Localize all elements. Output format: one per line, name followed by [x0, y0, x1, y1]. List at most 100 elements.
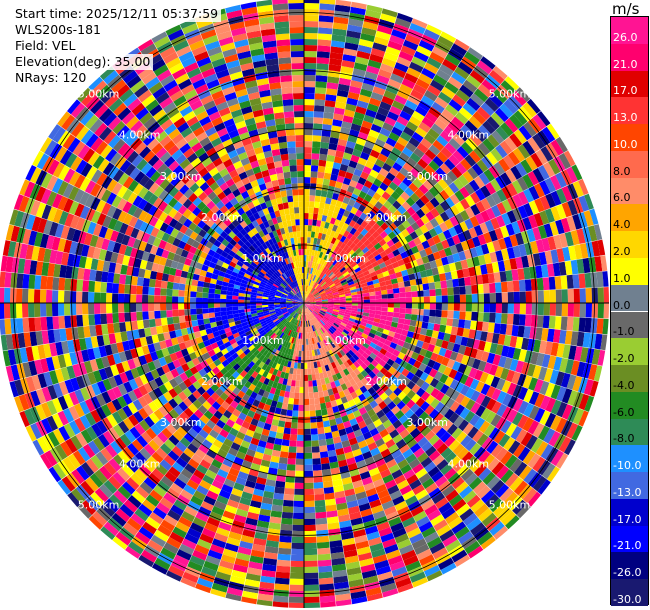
radar-gate [346, 239, 353, 247]
radar-gate [382, 270, 390, 277]
radar-gate [370, 183, 379, 193]
radar-gate [214, 311, 221, 318]
radar-gate [305, 273, 308, 280]
radar-gate [453, 371, 463, 382]
radar-gate [160, 310, 167, 319]
radar-gate [333, 307, 340, 311]
radar-gate [349, 227, 357, 235]
radar-gate [491, 204, 502, 218]
radar-gate [327, 299, 334, 302]
radar-gate [333, 206, 341, 214]
radar-gate [555, 219, 565, 235]
radar-gate [304, 297, 307, 303]
radar-gate [469, 179, 480, 192]
radar-gate [447, 303, 454, 311]
radar-gate [532, 365, 542, 379]
radar-gate [411, 393, 421, 404]
radar-gate [567, 406, 579, 423]
radar-gate [342, 54, 356, 63]
radar-gate [326, 278, 332, 285]
radar-gate [438, 113, 451, 126]
radar-gate [562, 246, 571, 262]
radar-gate [378, 277, 386, 283]
radar-gate [362, 342, 370, 349]
radar-gate [429, 408, 440, 420]
radar-gate [475, 381, 485, 393]
radar-gate [57, 303, 65, 316]
radar-gate [320, 292, 326, 296]
radar-gate [353, 201, 361, 210]
radar-gate [323, 285, 330, 290]
radar-gate [64, 315, 72, 329]
radar-gate [361, 318, 368, 324]
radar-gate [486, 241, 496, 253]
radar-gate [357, 296, 364, 301]
radar-gate [416, 340, 424, 348]
radar-gate [364, 366, 372, 375]
radar-gate [336, 315, 344, 320]
radar-gate [375, 187, 385, 197]
radar-gate [304, 410, 310, 417]
radar-gate [552, 262, 561, 277]
radar-gate [141, 294, 149, 303]
radar-gate [154, 295, 161, 303]
radar-gate [560, 316, 568, 331]
radar-gate [432, 361, 441, 371]
radar-gate [463, 346, 473, 357]
radar-gate [341, 183, 349, 191]
radar-gate [295, 380, 300, 387]
radar-gate [325, 241, 331, 249]
radar-gate [219, 298, 227, 303]
radar-gate [422, 283, 430, 291]
radar-gate [380, 285, 387, 291]
radar-gate [597, 303, 604, 319]
radar-gate [389, 34, 405, 46]
radar-gate [308, 295, 314, 300]
radar-gate [523, 202, 534, 217]
radar-gate [166, 303, 173, 311]
radar-gate [405, 172, 417, 183]
radar-gate [394, 141, 406, 152]
radar-gate [399, 334, 407, 342]
radar-gate [452, 94, 466, 107]
radar-gate [356, 100, 369, 109]
radar-gate [411, 202, 421, 213]
radar-gate [347, 281, 355, 286]
radar-gate [318, 287, 324, 293]
radar-gate [321, 130, 331, 137]
radar-gate [392, 176, 402, 187]
radar-gate [494, 366, 504, 378]
radar-gate [547, 236, 557, 251]
radar-gate [118, 303, 125, 313]
radar-gate [363, 306, 370, 310]
radar-gate [332, 162, 342, 170]
radar-gate [337, 287, 344, 292]
radar-gate [310, 416, 317, 423]
radar-gate [409, 152, 421, 163]
radar-gate [588, 333, 597, 349]
radar-gate [433, 225, 443, 235]
radar-gate [578, 178, 589, 195]
radar-gate [526, 363, 536, 377]
radar-gate [523, 267, 531, 280]
radar-gate [342, 115, 354, 124]
radar-gate [455, 162, 467, 175]
radar-gate [372, 222, 381, 231]
radar-gate [339, 306, 346, 310]
radar-gate [304, 602, 320, 608]
radar-gate [172, 296, 179, 303]
radar-gate [309, 305, 316, 308]
radar-gate [359, 212, 368, 221]
radar-gate [178, 290, 185, 297]
radar-gate [475, 349, 484, 361]
radar-gate [94, 314, 102, 325]
radar-gate [544, 412, 557, 428]
radar-gate [409, 231, 419, 240]
radar-gate [424, 111, 438, 124]
radar-gate [304, 21, 319, 28]
radar-gate [357, 305, 364, 310]
radar-gate [419, 270, 428, 278]
radar-gate [544, 250, 553, 265]
radar-gate [444, 158, 456, 171]
radar-gate [432, 46, 448, 59]
